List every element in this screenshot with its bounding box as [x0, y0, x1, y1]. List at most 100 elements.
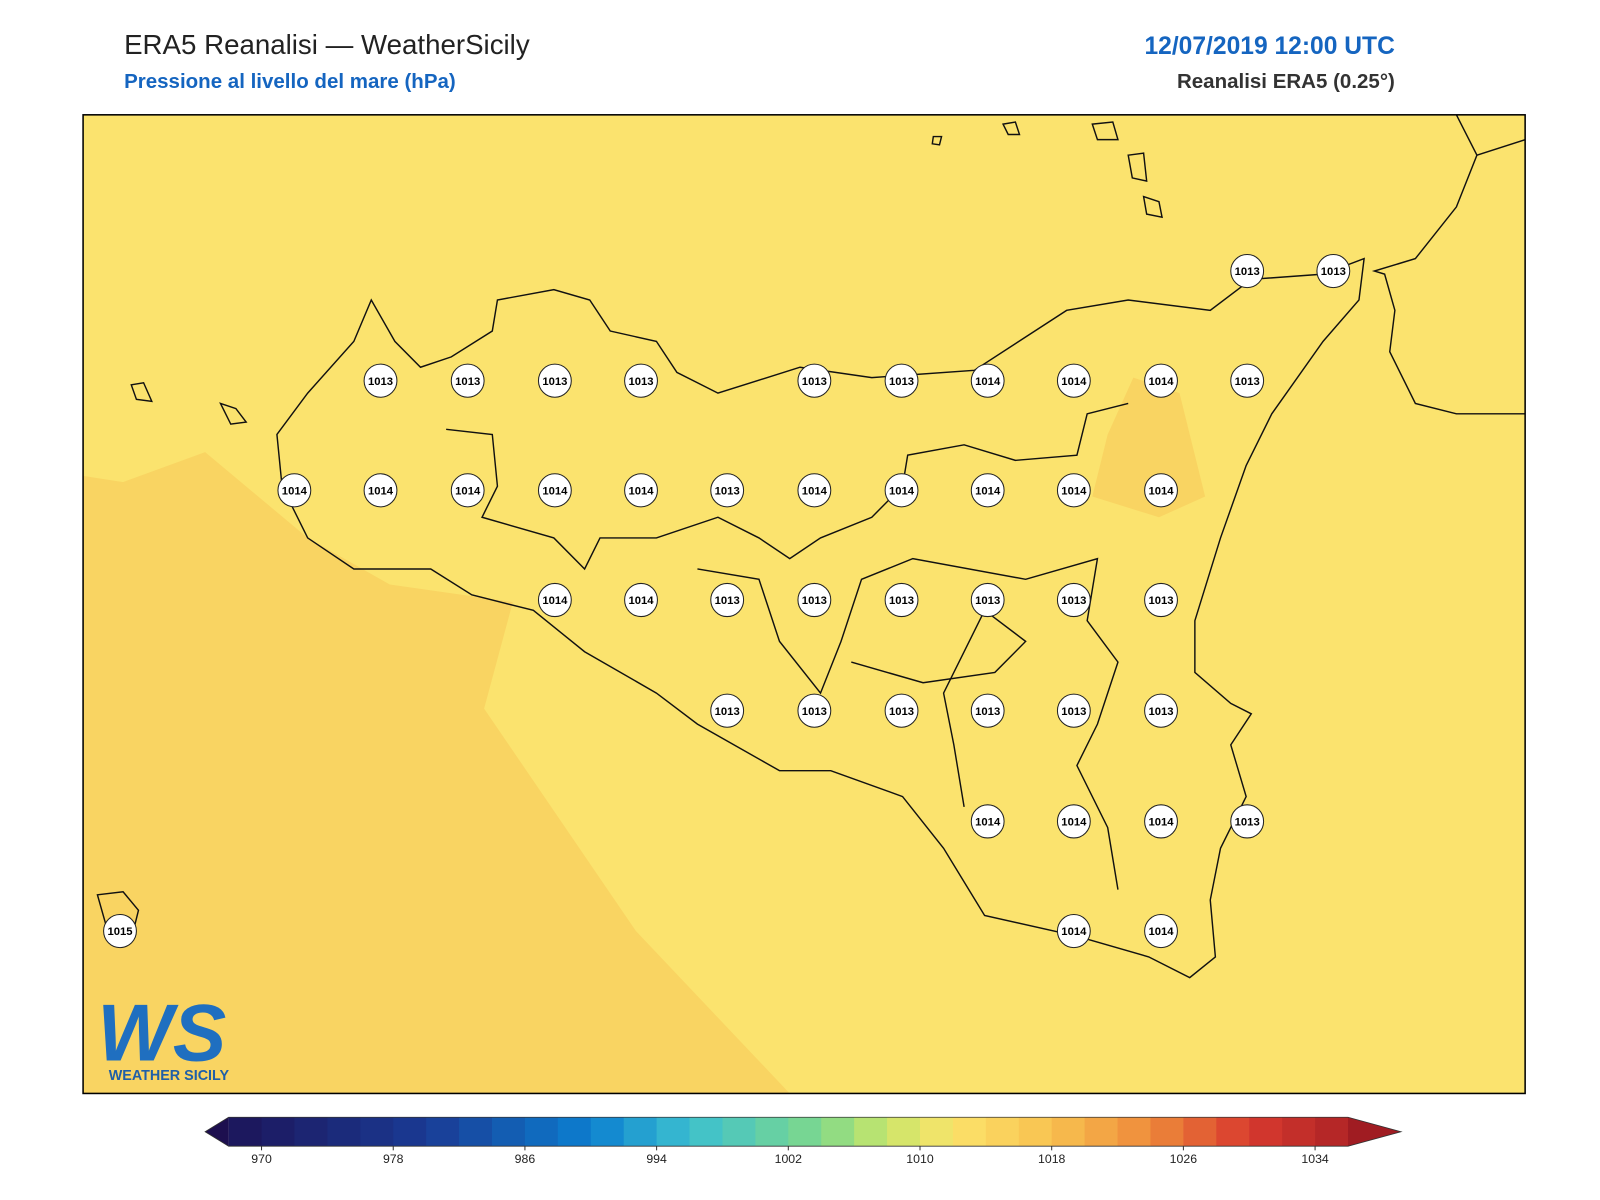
- colorbar-segment: [228, 1117, 263, 1147]
- colorbar-segment: [689, 1117, 723, 1147]
- station-marker: [624, 473, 658, 508]
- station-marker: [1144, 473, 1178, 508]
- station-marker: [103, 913, 137, 949]
- station-marker: [1230, 804, 1265, 839]
- station-label: 1013: [1235, 816, 1260, 828]
- station-label: 1013: [889, 595, 914, 607]
- station-label: 1013: [802, 706, 827, 718]
- station-marker: [970, 473, 1005, 508]
- station-label: 1013: [628, 376, 653, 388]
- station-marker: [710, 582, 745, 618]
- station-label: 1014: [1148, 485, 1174, 497]
- title: ERA5 Reanalisi — WeatherSicily: [124, 29, 530, 60]
- station-label: 1014: [975, 376, 1001, 388]
- province-border: [851, 609, 1027, 808]
- station-label: 1014: [1061, 376, 1087, 388]
- stations: 1013 1013 1013 1013 1013 1013 1013 1013 1014 1014…: [103, 253, 1351, 949]
- station-label: 1014: [628, 595, 654, 607]
- station-label: 1013: [542, 376, 567, 388]
- calabria: [1476, 138, 1526, 156]
- station-label: 1014: [628, 485, 654, 497]
- station-label: 1014: [542, 485, 568, 497]
- station-label: 1013: [975, 706, 1000, 718]
- colorbar-segment: [854, 1117, 888, 1147]
- station-label: 1013: [715, 706, 740, 718]
- station-label: 1014: [282, 485, 308, 497]
- station-label: 1014: [889, 485, 915, 497]
- station-marker: [970, 582, 1005, 618]
- station-label: 1013: [1235, 376, 1260, 388]
- station-label: 1015: [107, 926, 132, 938]
- station-marker: [450, 473, 485, 508]
- colorbar-tick-label: 1026: [1170, 1152, 1198, 1166]
- colorbar: 970 978 986 994 1002 1010 1018 1026 1034: [204, 1116, 1403, 1166]
- station-marker: [797, 693, 832, 728]
- colorbar-segment: [557, 1117, 592, 1147]
- station-marker: [884, 582, 919, 618]
- pressure-zone: [83, 452, 790, 1094]
- colorbar-tick-label: 1002: [775, 1152, 803, 1166]
- colorbar-tick-label: 986: [515, 1152, 536, 1166]
- station-label: 1013: [802, 376, 827, 388]
- source: Reanalisi ERA5 (0.25°): [1177, 70, 1395, 93]
- colorbar-segment: [459, 1117, 493, 1147]
- colorbar-tick-label: 970: [251, 1152, 272, 1166]
- coastline: [96, 114, 1526, 979]
- station-label: 1013: [1061, 595, 1086, 607]
- island: [96, 121, 1163, 932]
- colorbar-segment: [985, 1117, 1020, 1147]
- station-label: 1014: [1148, 816, 1174, 828]
- station-label: 1013: [889, 706, 914, 718]
- station-marker: [1056, 693, 1091, 728]
- station-marker: [1316, 253, 1351, 289]
- station-marker: [884, 363, 919, 398]
- colorbar-tick-label: 994: [646, 1152, 667, 1166]
- station-marker: [710, 473, 745, 508]
- station-label: 1014: [542, 595, 568, 607]
- station-marker: [1144, 913, 1178, 949]
- station-marker: [1056, 473, 1091, 508]
- colorbar-segment: [492, 1117, 526, 1147]
- station-marker: [1230, 363, 1265, 398]
- station-label: 1014: [802, 485, 828, 497]
- logo-name: WEATHER SICILY: [109, 1068, 230, 1084]
- station-marker: [1056, 363, 1091, 398]
- colorbar-tick-label: 1018: [1038, 1152, 1066, 1166]
- colorbar-segment: [1018, 1117, 1053, 1147]
- colorbar-segment: [426, 1117, 460, 1147]
- station-marker: [537, 473, 572, 508]
- colorbar-segment: [360, 1117, 394, 1147]
- colorbar-segment: [294, 1117, 328, 1147]
- sicily: [276, 257, 1365, 979]
- colorbar-segment: [656, 1117, 691, 1147]
- station-marker: [537, 582, 572, 618]
- station-label: 1013: [455, 376, 480, 388]
- logo: WS WEATHER SICILY: [97, 988, 229, 1084]
- station-marker: [970, 363, 1005, 398]
- station-label: 1014: [975, 816, 1001, 828]
- station-marker: [277, 473, 312, 508]
- station-marker: [970, 804, 1005, 839]
- station-label: 1014: [1148, 376, 1174, 388]
- station-label: 1013: [975, 595, 1000, 607]
- station-marker: [363, 363, 398, 398]
- colorbar-segment: [821, 1117, 855, 1147]
- colorbar-segment: [1051, 1117, 1086, 1147]
- colorbar-segment: [1249, 1117, 1283, 1147]
- subtitle: Pressione al livello del mare (hPa): [124, 70, 456, 93]
- station-marker: [624, 363, 658, 398]
- colorbar-segment: [952, 1117, 987, 1147]
- station-marker: [797, 473, 832, 508]
- colorbar-extend: [1348, 1117, 1402, 1147]
- station-marker: [624, 582, 658, 618]
- map-panel: 1013 1013 1013 1013 1013 1013 1013 1013 1014 1014…: [82, 114, 1526, 1095]
- colorbar-segment: [1117, 1117, 1151, 1147]
- colorbar-segment: [327, 1117, 361, 1147]
- colorbar-segment: [1282, 1117, 1316, 1147]
- date: 12/07/2019 12:00 UTC: [1144, 33, 1395, 60]
- colorbar-segment: [1150, 1117, 1184, 1147]
- colorbar-segment: [524, 1117, 559, 1147]
- colorbar-segment: [590, 1117, 625, 1147]
